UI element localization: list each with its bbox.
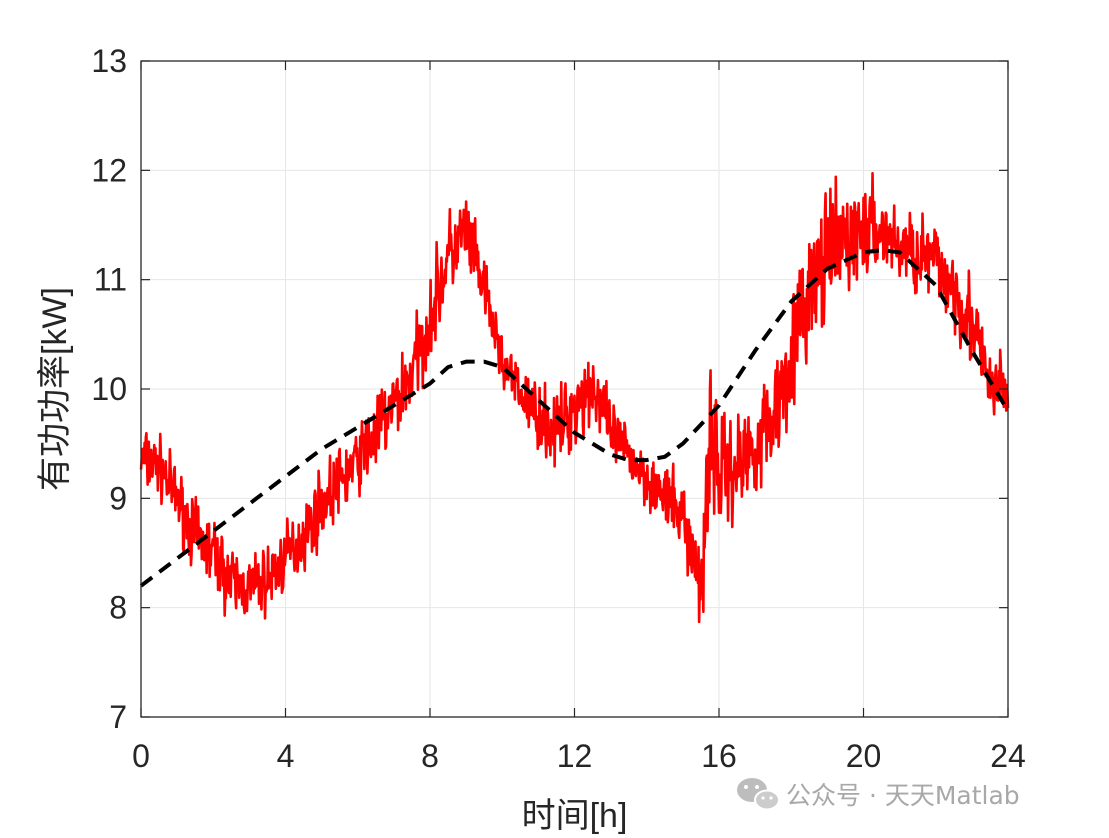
x-tick-label: 0: [132, 738, 150, 774]
y-tick-label: 13: [91, 43, 127, 79]
wechat-icon: [737, 778, 780, 811]
y-axis-title: 有功功率[kW]: [36, 287, 74, 491]
x-tick-label: 12: [557, 738, 593, 774]
watermark-text: 公众号 · 天天Matlab: [786, 781, 1020, 810]
y-tick-label: 7: [109, 699, 127, 735]
x-tick-label: 8: [421, 738, 439, 774]
y-tick-label: 12: [91, 152, 127, 188]
y-tick-label: 11: [94, 262, 127, 298]
x-tick-label: 20: [846, 738, 882, 774]
x-tick-label: 4: [277, 738, 295, 774]
y-tick-label: 10: [91, 371, 127, 407]
y-tick-label: 8: [109, 590, 127, 626]
x-tick-label: 16: [701, 738, 737, 774]
chart-series: [139, 171, 1010, 624]
x-axis-title: 时间[h]: [522, 797, 628, 835]
chart-ticks: 0 4 8 12 16 20 24 7 8 9 10 11 12 13: [91, 43, 1025, 774]
series-line-dashed: [139, 248, 1010, 588]
series-line-solid: [139, 171, 1010, 624]
y-tick-label: 9: [109, 480, 127, 516]
watermark: 公众号 · 天天Matlab: [737, 778, 1020, 811]
x-tick-label: 24: [990, 738, 1026, 774]
